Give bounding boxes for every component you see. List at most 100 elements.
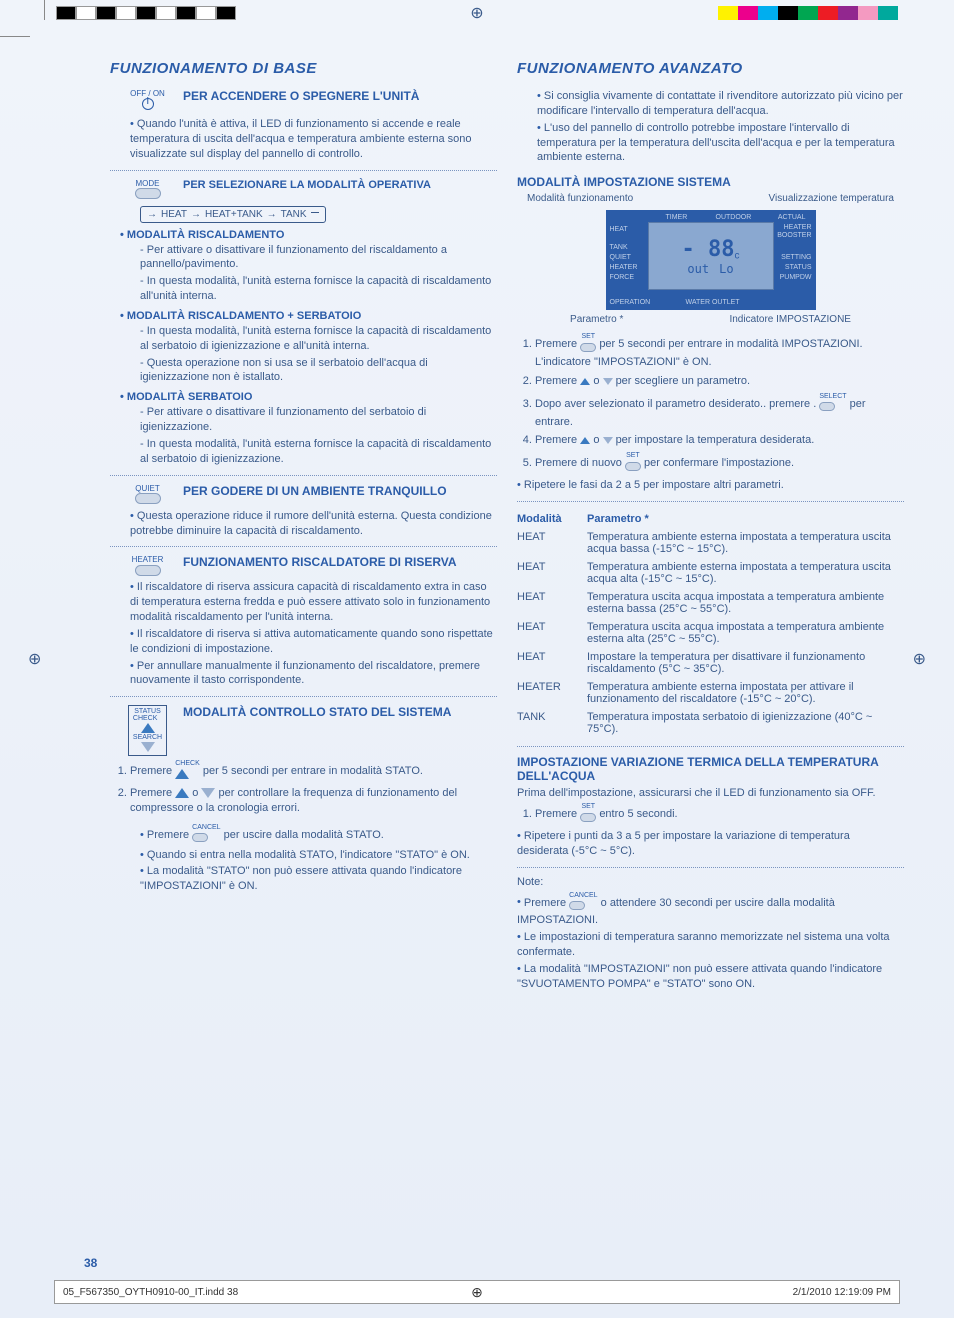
section-quiet: QUIET PER GODERE DI UN AMBIENTE TRANQUIL… <box>120 484 497 505</box>
status-note-1: Premere CANCEL per uscire dalla modalità… <box>140 824 497 846</box>
up-icon <box>175 788 189 798</box>
mode-button-icon <box>135 188 161 199</box>
right-note-1: Premere CANCEL o attendere 30 secondi pe… <box>517 892 904 929</box>
list-item: In questa modalità, l'unità esterna forn… <box>140 324 497 354</box>
page: ⊕ ⊕ ⊕ FUNZIONAMENTO DI BASE OFF / ON PER… <box>0 0 954 1318</box>
list-item: Il riscaldatore di riserva assicura capa… <box>130 580 497 625</box>
table-row: HEATImpostare la temperatura per disatti… <box>517 648 904 678</box>
water-step-1: Premere SET entro 5 secondi. <box>535 803 904 825</box>
list-item: Per attivare o disattivare il funzioname… <box>140 405 497 435</box>
status-steps: Premere CHECK per 5 secondi per entrare … <box>130 760 497 816</box>
water-temp-heading: IMPOSTAZIONE VARIAZIONE TERMICA DELLA TE… <box>517 755 904 783</box>
check-up-icon <box>175 769 189 779</box>
heater-label: HEATER <box>120 555 175 564</box>
lcd-panel: TIMER OUTDOOR ACTUAL HEAT HEATER BOOSTER… <box>606 210 816 310</box>
mode2-title: • MODALITÀ RISCALDAMENTO + SERBATOIO <box>120 310 497 322</box>
setting-step-3: Dopo aver selezionato il parametro desid… <box>535 393 904 430</box>
setting-step-4: Premere o per impostare la temperatura d… <box>535 433 904 448</box>
registration-center-icon: ⊕ <box>470 3 483 23</box>
setting-step-2: Premere o per scegliere un parametro. <box>535 374 904 389</box>
cancel-button-icon <box>192 833 208 842</box>
quiet-heading: PER GODERE DI UN AMBIENTE TRANQUILLO <box>183 484 497 498</box>
table-row: HEATTemperatura ambiente esterna imposta… <box>517 558 904 588</box>
list-item: Per annullare manualmente il funzionamen… <box>130 659 497 689</box>
registration-bar: ⊕ <box>0 4 954 22</box>
column-right: FUNZIONAMENTO AVANZATO Si consiglia viva… <box>517 60 904 1248</box>
lcd-bottom-caption: Parametro * Indicatore IMPOSTAZIONE <box>517 314 904 325</box>
water-repeat: Ripetere i punti da 3 a 5 per impostare … <box>517 829 904 859</box>
lcd-top-caption: Modalità funzionamento Visualizzazione t… <box>527 193 894 204</box>
section-status: STATUS CHECK SEARCH MODALITÀ CONTROLLO S… <box>120 705 497 756</box>
right-note-3: La modalità "IMPOSTAZIONI" non può esser… <box>517 962 904 992</box>
table-row: HEATTemperatura ambiente esterna imposta… <box>517 528 904 558</box>
status-notes: Premere CANCEL per uscire dalla modalità… <box>140 824 497 894</box>
footer-center-icon: ⊕ <box>471 1284 483 1301</box>
down-arrow-icon <box>141 742 155 752</box>
column-left: FUNZIONAMENTO DI BASE OFF / ON PER ACCEN… <box>110 60 497 1248</box>
section-mode: MODE PER SELEZIONARE LA MODALITÀ OPERATI… <box>120 179 497 200</box>
table-row: HEATERTemperatura ambiente esterna impos… <box>517 678 904 708</box>
table-row: HEATTemperatura uscita acqua impostata a… <box>517 618 904 648</box>
set-button-icon <box>580 813 596 822</box>
down-icon <box>603 437 613 444</box>
table-row: TANKTemperatura impostata serbatoio di i… <box>517 708 904 738</box>
status-step-2: Premere o per controllare la frequenza d… <box>130 786 497 816</box>
heater-heading: FUNZIONAMENTO RISCALDATORE DI RISERVA <box>183 555 497 569</box>
mode-label: MODE <box>120 179 175 188</box>
system-setting-heading: MODALITÀ IMPOSTAZIONE SISTEMA <box>517 175 904 189</box>
status-buttons-icon: STATUS CHECK SEARCH <box>128 705 167 756</box>
right-notes: Premere CANCEL o attendere 30 secondi pe… <box>517 892 904 992</box>
setting-step-5: Premere di nuovo SET per confermare l'im… <box>535 452 904 474</box>
up-arrow-icon <box>141 723 155 733</box>
up-icon <box>580 378 590 385</box>
down-icon <box>201 788 215 798</box>
registration-right-icon: ⊕ <box>913 649 926 669</box>
list-item: In questa modalità, l'unità esterna forn… <box>140 274 497 304</box>
setting-step-1: Premere SET per 5 secondi per entrare in… <box>535 333 904 370</box>
mode1-title: • MODALITÀ RISCALDAMENTO <box>120 229 497 241</box>
up-icon <box>580 437 590 444</box>
list-item: Per attivare o disattivare il funzioname… <box>140 243 497 273</box>
quiet-label: QUIET <box>120 484 175 493</box>
list-item: Il riscaldatore di riserva si attiva aut… <box>130 627 497 657</box>
right-note-2: Le impostazioni di temperatura saranno m… <box>517 930 904 960</box>
set-button-icon <box>625 462 641 471</box>
table-row: HEATTemperatura uscita acqua impostata a… <box>517 588 904 618</box>
setting-steps: Premere SET per 5 secondi per entrare in… <box>535 333 904 474</box>
status-note-2: Quando si entra nella modalità STATO, l'… <box>140 848 497 863</box>
setting-repeat: Ripetere le fasi da 2 a 5 per impostare … <box>517 478 904 493</box>
page-number: 38 <box>84 1256 97 1270</box>
footer-file: 05_F567350_OYTH0910-00_IT.indd 38 <box>63 1287 238 1298</box>
lcd-display: - 88c outLo <box>648 222 774 290</box>
footer-bar: 05_F567350_OYTH0910-00_IT.indd 38 ⊕ 2/1/… <box>54 1280 900 1304</box>
mode-flow-diagram: →HEAT →HEAT+TANK →TANK <box>140 206 497 223</box>
section-heater: HEATER FUNZIONAMENTO RISCALDATORE DI RIS… <box>120 555 497 576</box>
list-item: Questa operazione non si usa se il serba… <box>140 356 497 386</box>
mode3-title: • MODALITÀ SERBATOIO <box>120 391 497 403</box>
power-text: Quando l'unità è attiva, il LED di funzi… <box>130 117 497 162</box>
status-step-1: Premere CHECK per 5 secondi per entrare … <box>130 760 497 782</box>
mode-heading: PER SELEZIONARE LA MODALITÀ OPERATIVA <box>183 179 497 191</box>
quiet-button-icon <box>135 493 161 504</box>
right-title: FUNZIONAMENTO AVANZATO <box>517 60 904 77</box>
list-item: L'uso del pannello di controllo potrebbe… <box>537 121 904 166</box>
cancel-button-icon <box>569 901 585 910</box>
list-item: In questa modalità, l'unità esterna forn… <box>140 437 497 467</box>
status-note-3: La modalità "STATO" non può essere attiv… <box>140 864 497 894</box>
water-temp-pre: Prima dell'impostazione, assicurarsi che… <box>517 787 904 799</box>
table-header: Modalità Parametro * <box>517 510 904 528</box>
status-heading: MODALITÀ CONTROLLO STATO DEL SISTEMA <box>183 705 497 719</box>
set-button-icon <box>580 343 596 352</box>
down-icon <box>603 378 613 385</box>
footer-date: 2/1/2010 12:19:09 PM <box>793 1287 891 1298</box>
section-power: OFF / ON PER ACCENDERE O SPEGNERE L'UNIT… <box>120 89 497 113</box>
quiet-text: Questa operazione riduce il rumore dell'… <box>130 509 497 539</box>
list-item: Si consiglia vivamente di contattate il … <box>537 89 904 119</box>
content-area: FUNZIONAMENTO DI BASE OFF / ON PER ACCEN… <box>110 60 904 1248</box>
power-icon <box>142 98 154 110</box>
notes-title: Note: <box>517 876 904 888</box>
registration-left-icon: ⊕ <box>28 649 41 669</box>
left-title: FUNZIONAMENTO DI BASE <box>110 60 497 77</box>
select-button-icon <box>819 402 835 411</box>
parameter-table: Modalità Parametro * HEATTemperatura amb… <box>517 510 904 738</box>
